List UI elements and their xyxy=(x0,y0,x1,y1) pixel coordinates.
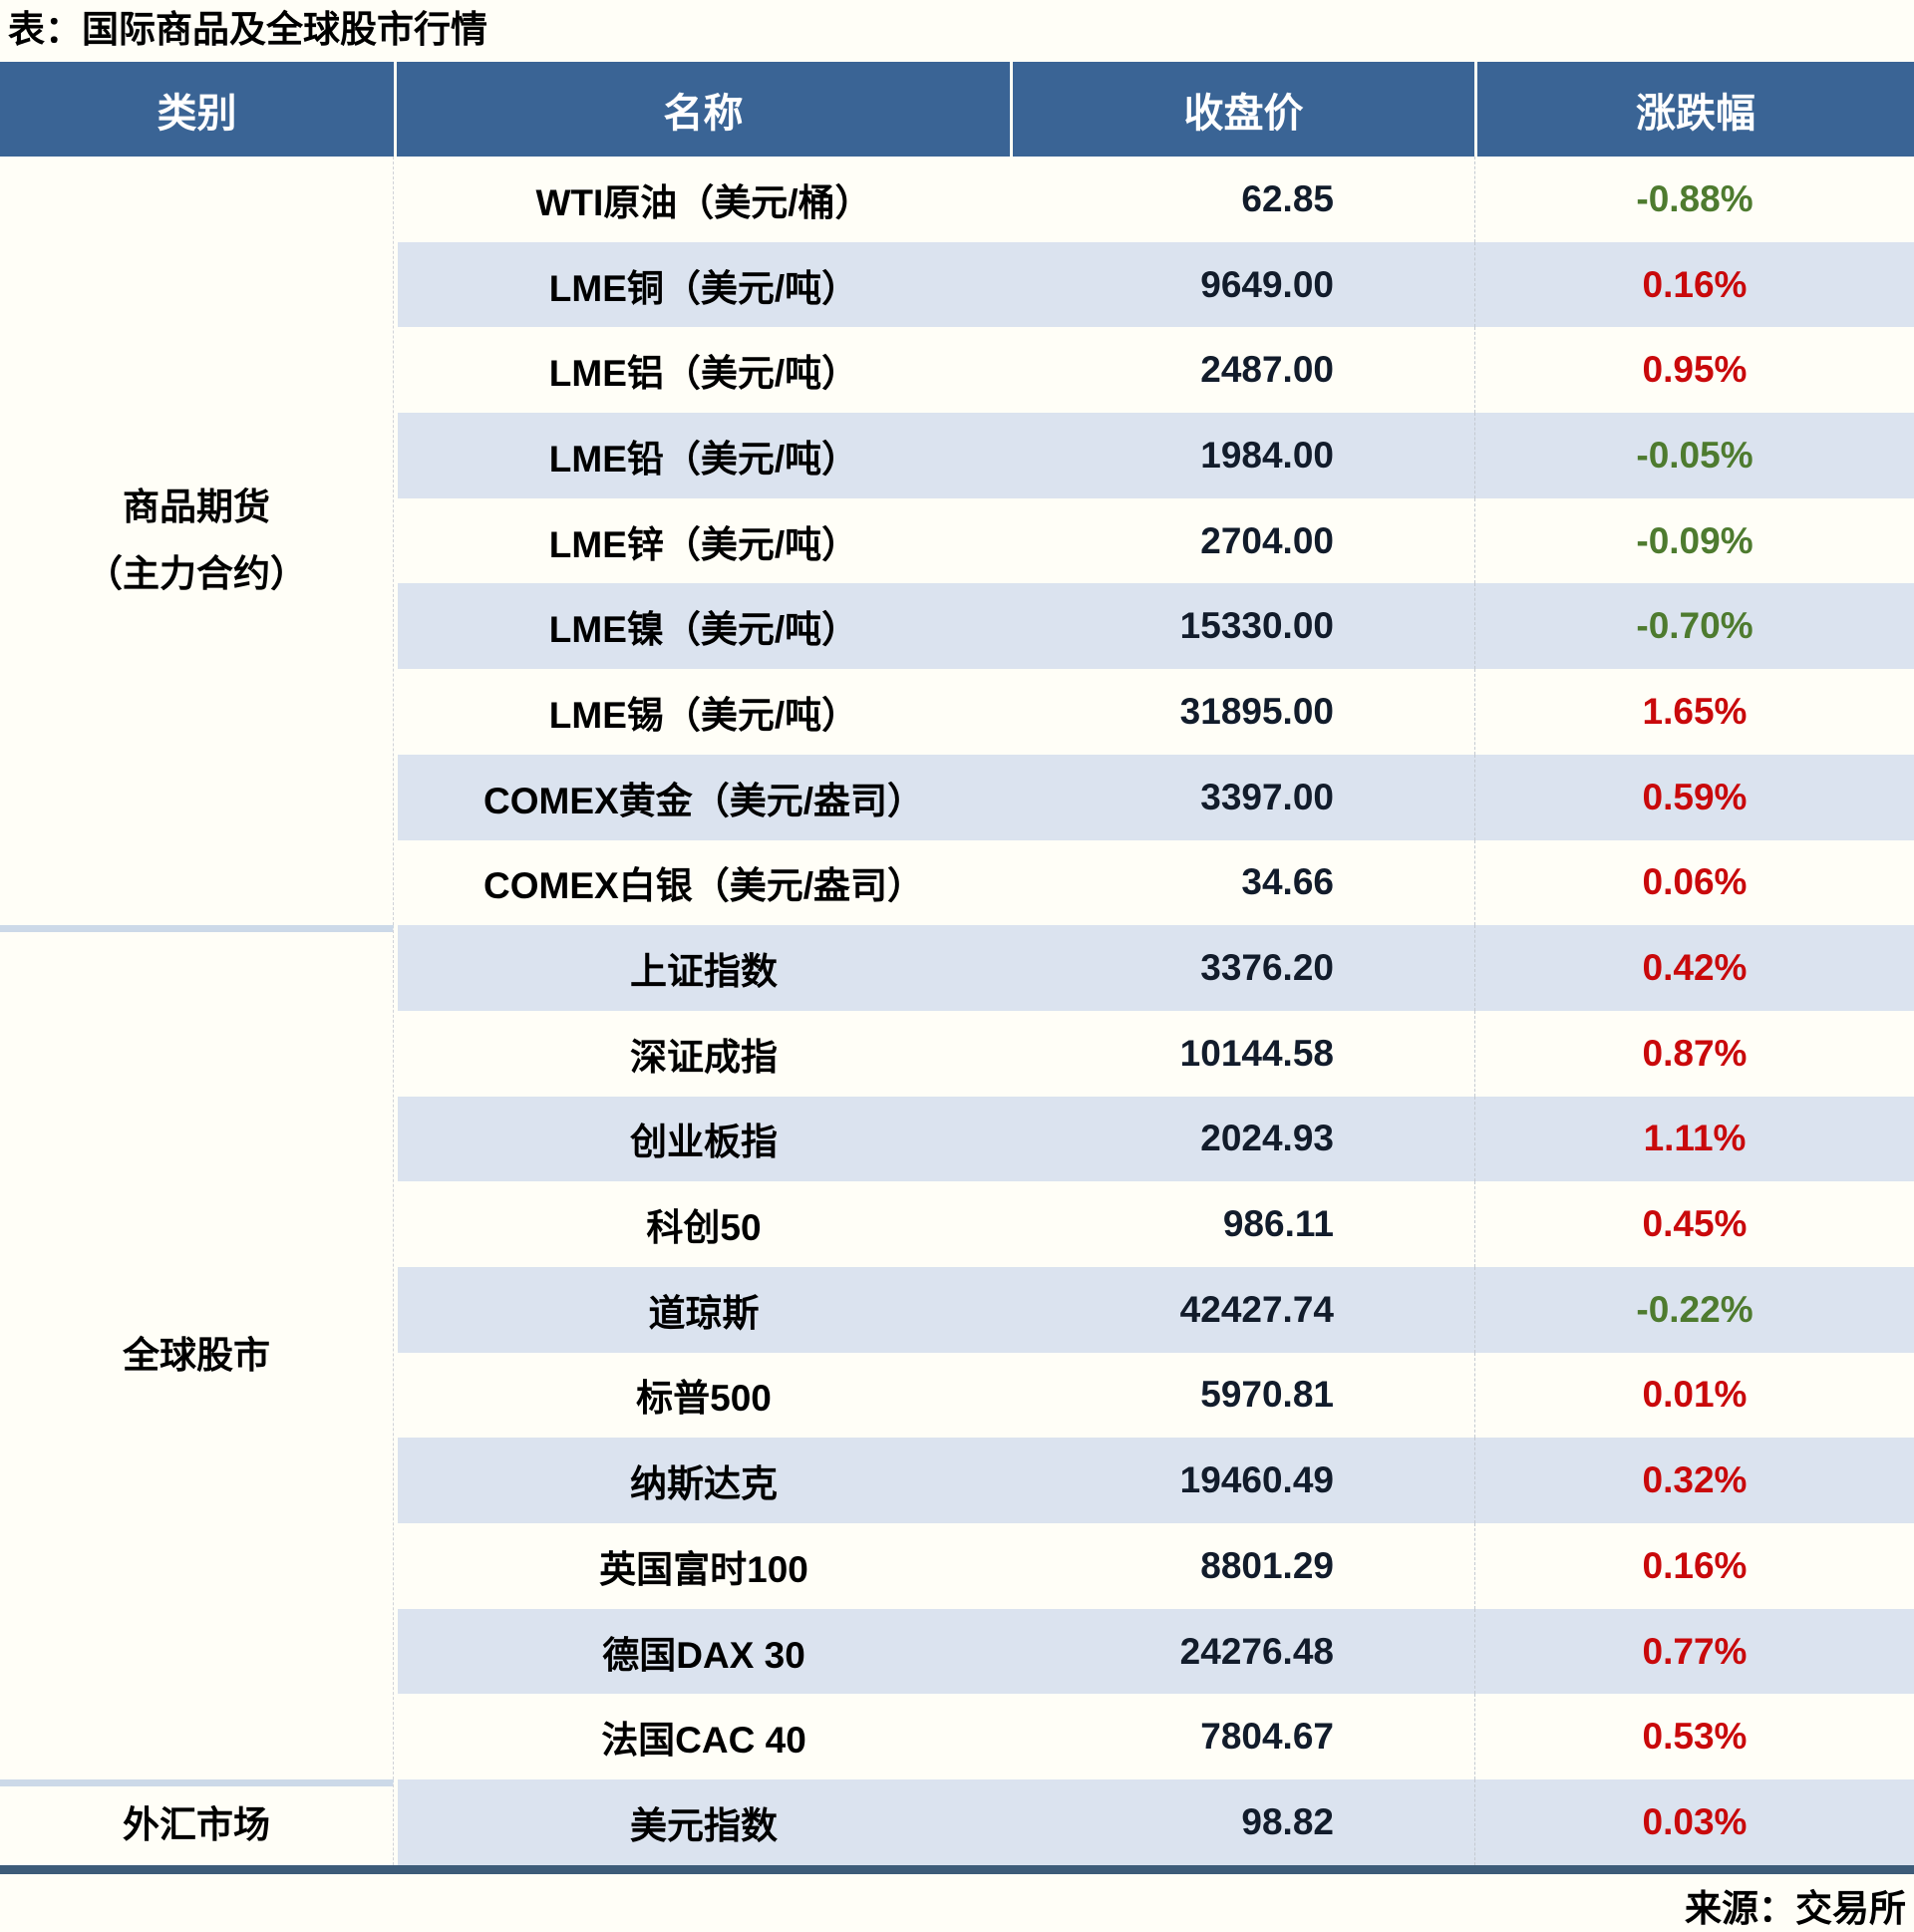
name-cell: 创业板指 xyxy=(394,1096,1010,1182)
category-cell: 商品期货 （主力合约） xyxy=(0,157,394,926)
close-cell: 98.82 xyxy=(1010,1779,1474,1865)
name-cell: LME铜（美元/吨） xyxy=(394,241,1010,328)
category-label: 全球股市 xyxy=(123,1334,270,1376)
close-cell: 1984.00 xyxy=(1010,413,1474,498)
name-cell: 纳斯达克 xyxy=(394,1438,1010,1523)
name-cell: 道琼斯 xyxy=(394,1266,1010,1353)
close-cell: 62.85 xyxy=(1010,157,1474,242)
change-cell: -0.88% xyxy=(1474,157,1914,242)
close-cell: 42427.74 xyxy=(1010,1266,1474,1353)
name-cell: 科创50 xyxy=(394,1181,1010,1267)
change-cell: 0.87% xyxy=(1474,1010,1914,1097)
name-cell: LME锌（美元/吨） xyxy=(394,497,1010,584)
change-cell: 0.06% xyxy=(1474,839,1914,926)
name-cell: COMEX白银（美元/盎司） xyxy=(394,839,1010,926)
close-cell: 2024.93 xyxy=(1010,1096,1474,1182)
change-cell: 0.59% xyxy=(1474,754,1914,840)
close-cell: 19460.49 xyxy=(1010,1438,1474,1523)
name-cell: 德国DAX 30 xyxy=(394,1608,1010,1695)
category-label: 商品期货 xyxy=(123,486,270,527)
close-cell: 5970.81 xyxy=(1010,1352,1474,1439)
change-cell: 0.16% xyxy=(1474,1523,1914,1609)
name-cell: LME铝（美元/吨） xyxy=(394,327,1010,414)
change-cell: -0.70% xyxy=(1474,583,1914,670)
header-change: 涨跌幅 xyxy=(1474,62,1914,157)
name-cell: 标普500 xyxy=(394,1352,1010,1439)
source-label: 来源：交易所 xyxy=(1685,1888,1906,1929)
close-cell: 3376.20 xyxy=(1010,925,1474,1011)
header-name: 名称 xyxy=(394,62,1010,157)
close-cell: 34.66 xyxy=(1010,839,1474,926)
name-cell: 上证指数 xyxy=(394,925,1010,1011)
name-cell: LME铅（美元/吨） xyxy=(394,413,1010,498)
change-cell: 0.45% xyxy=(1474,1181,1914,1267)
name-cell: COMEX黄金（美元/盎司） xyxy=(394,754,1010,840)
header-category: 类别 xyxy=(0,62,394,157)
close-cell: 15330.00 xyxy=(1010,583,1474,670)
change-cell: 0.32% xyxy=(1474,1438,1914,1523)
close-cell: 9649.00 xyxy=(1010,241,1474,328)
change-cell: 0.16% xyxy=(1474,241,1914,328)
category-cell: 全球股市 xyxy=(0,925,394,1780)
close-cell: 7804.67 xyxy=(1010,1694,1474,1780)
change-cell: 1.11% xyxy=(1474,1096,1914,1182)
change-cell: 0.01% xyxy=(1474,1352,1914,1439)
change-cell: 0.53% xyxy=(1474,1694,1914,1780)
page-title: 表：国际商品及全球股市行情 xyxy=(8,9,487,50)
change-cell: 0.77% xyxy=(1474,1608,1914,1695)
name-cell: 英国富时100 xyxy=(394,1523,1010,1609)
name-cell: 深证成指 xyxy=(394,1010,1010,1097)
change-cell: -0.05% xyxy=(1474,413,1914,498)
close-cell: 2487.00 xyxy=(1010,327,1474,414)
header-close: 收盘价 xyxy=(1010,62,1474,157)
category-cell: 外汇市场 xyxy=(0,1779,394,1865)
change-cell: -0.09% xyxy=(1474,497,1914,584)
close-cell: 10144.58 xyxy=(1010,1010,1474,1097)
change-cell: 0.03% xyxy=(1474,1779,1914,1865)
category-label: 外汇市场 xyxy=(123,1804,270,1846)
close-cell: 31895.00 xyxy=(1010,669,1474,755)
category-label: （主力合约） xyxy=(86,552,307,594)
name-cell: 法国CAC 40 xyxy=(394,1694,1010,1780)
name-cell: WTI原油（美元/桶） xyxy=(394,157,1010,242)
name-cell: 美元指数 xyxy=(394,1779,1010,1865)
name-cell: LME镍（美元/吨） xyxy=(394,583,1010,670)
change-cell: 0.95% xyxy=(1474,327,1914,414)
close-cell: 24276.48 xyxy=(1010,1608,1474,1695)
close-cell: 986.11 xyxy=(1010,1181,1474,1267)
name-cell: LME锡（美元/吨） xyxy=(394,669,1010,755)
close-cell: 8801.29 xyxy=(1010,1523,1474,1609)
close-cell: 3397.00 xyxy=(1010,754,1474,840)
change-cell: -0.22% xyxy=(1474,1266,1914,1353)
close-cell: 2704.00 xyxy=(1010,497,1474,584)
quotes-table: 类别 名称 收盘价 涨跌幅商品期货 （主力合约） 全球股市外汇市场 WTI原油（美元/桶） 6… xyxy=(0,62,1914,1874)
change-cell: 1.65% xyxy=(1474,669,1914,755)
change-cell: 0.42% xyxy=(1474,925,1914,1011)
